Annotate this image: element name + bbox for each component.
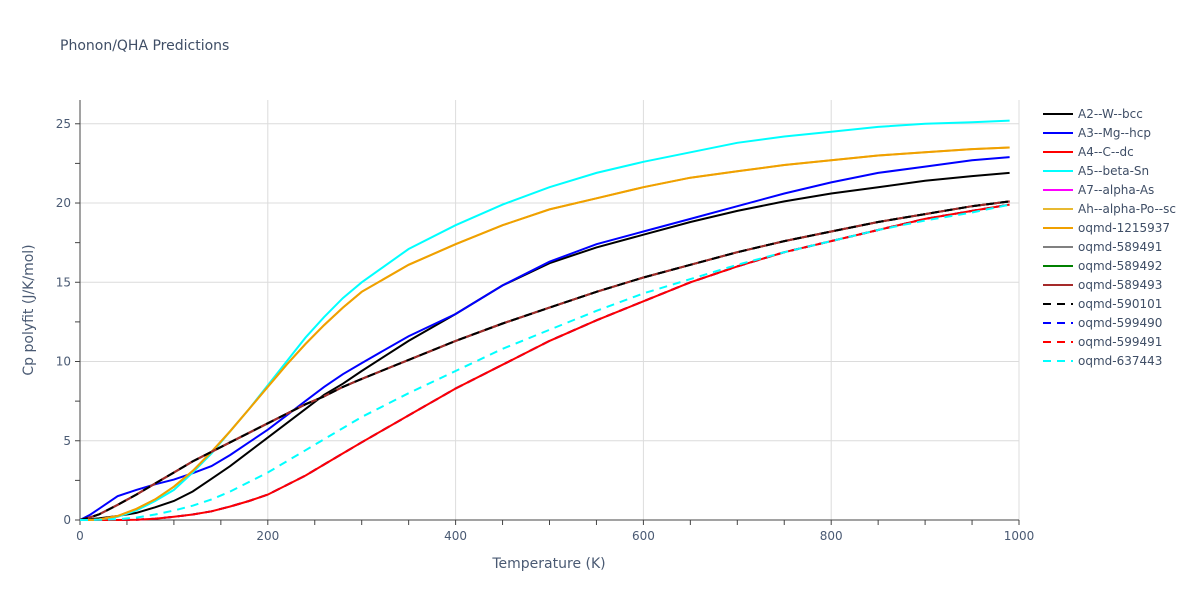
legend-item[interactable]: oqmd-589492: [1043, 259, 1162, 273]
legend: A2--W--bcc A3--Mg--hcp A4--C--dc A5--beta-S…: [1043, 107, 1176, 368]
y-tick-label: 5: [63, 434, 71, 448]
legend-item[interactable]: A3--Mg--hcp: [1043, 126, 1151, 140]
legend-item[interactable]: A7--alpha-As: [1043, 183, 1154, 197]
x-tick-label: 400: [444, 529, 467, 543]
legend-item[interactable]: oqmd-637443: [1043, 354, 1162, 368]
axes: [75, 100, 1020, 525]
legend-label: oqmd-589493: [1078, 278, 1162, 292]
series-line-oqmd-1215937: [80, 146, 1010, 521]
x-axis-label: Temperature (K): [491, 556, 605, 572]
y-tick-label: 25: [56, 117, 71, 131]
legend-label: A7--alpha-As: [1078, 183, 1154, 197]
legend-label: oqmd-590101: [1078, 297, 1162, 311]
legend-item[interactable]: Ah--alpha-Po--sc: [1043, 202, 1176, 216]
y-axis-label: Cp polyfit (J/K/mol): [21, 244, 37, 375]
x-tick-label: 800: [820, 529, 843, 543]
legend-item[interactable]: A4--C--dc: [1043, 145, 1134, 159]
legend-label: A2--W--bcc: [1078, 107, 1143, 121]
legend-item[interactable]: oqmd-590101: [1043, 297, 1162, 311]
legend-label: oqmd-637443: [1078, 354, 1162, 368]
series-lines: [79, 119, 1010, 521]
chart-title: Phonon/QHA Predictions: [60, 38, 229, 54]
legend-label: oqmd-599491: [1078, 335, 1162, 349]
legend-item[interactable]: oqmd-589491: [1043, 240, 1162, 254]
y-tick-label: 15: [56, 275, 71, 289]
x-tick-label: 0: [76, 529, 84, 543]
x-tick-label: 600: [632, 529, 655, 543]
legend-label: oqmd-599490: [1078, 316, 1162, 330]
y-tick-label: 20: [56, 196, 71, 210]
series-line-A2--W--bcc: [79, 171, 1010, 521]
legend-label: A3--Mg--hcp: [1078, 126, 1151, 140]
y-tick-label: 10: [56, 355, 71, 369]
legend-item[interactable]: A5--beta-Sn: [1043, 164, 1149, 178]
legend-label: A5--beta-Sn: [1078, 164, 1149, 178]
grid-lines: [80, 100, 1020, 520]
legend-label: Ah--alpha-Po--sc: [1078, 202, 1176, 216]
legend-item[interactable]: oqmd-599491: [1043, 335, 1162, 349]
legend-label: oqmd-589491: [1078, 240, 1162, 254]
series-line-oqmd-637443: [80, 203, 1010, 521]
legend-item[interactable]: oqmd-1215937: [1043, 221, 1170, 235]
legend-label: oqmd-589492: [1078, 259, 1162, 273]
legend-label: oqmd-1215937: [1078, 221, 1170, 235]
legend-label: A4--C--dc: [1078, 145, 1134, 159]
tick-labels: 0 200 400 600 800 1000 0 5 10 15 20 25: [56, 117, 1035, 543]
series-line-A5--beta-Sn: [80, 119, 1010, 521]
legend-item[interactable]: A2--W--bcc: [1043, 107, 1143, 121]
legend-item[interactable]: oqmd-599490: [1043, 316, 1162, 330]
y-tick-label: 0: [63, 513, 71, 527]
x-tick-label: 200: [256, 529, 279, 543]
legend-item[interactable]: oqmd-589493: [1043, 278, 1162, 292]
series-line-oqmd-590101: [79, 200, 1010, 521]
x-tick-label: 1000: [1004, 529, 1035, 543]
